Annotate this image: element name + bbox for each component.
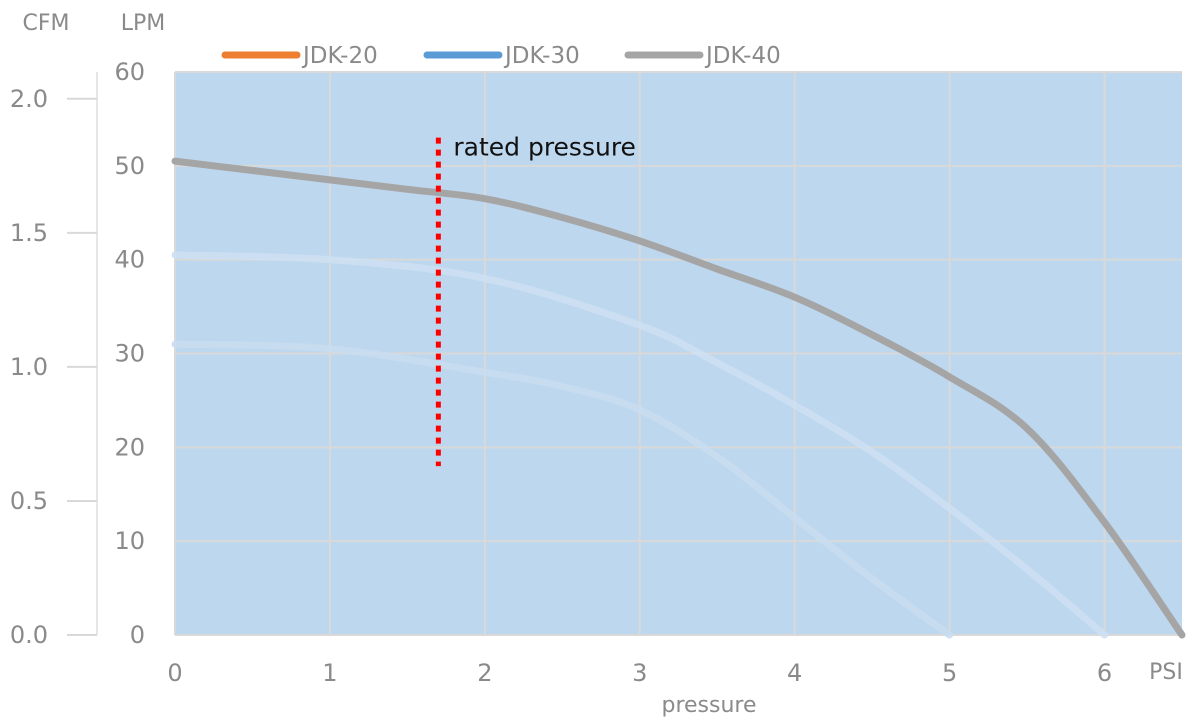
series-line-jdk-20: [171, 340, 954, 639]
cfm-tick-label: 0.5: [10, 487, 48, 515]
lpm-tick-label: 40: [114, 246, 145, 274]
cfm-tick-label: 2.0: [10, 85, 48, 113]
x-axis-title: pressure: [661, 693, 756, 718]
lpm-tick-label: 60: [114, 58, 145, 86]
legend-label-jdk-30: JDK-30: [503, 43, 580, 69]
lpm-tick-label: 0: [130, 621, 145, 649]
x-tick-label: 4: [787, 659, 802, 687]
grid-lines: [174, 71, 1182, 636]
lpm-tick-label: 10: [114, 527, 145, 555]
lpm-tick-label: 50: [114, 152, 145, 180]
lpm-tick-label: 30: [114, 340, 145, 368]
cfm-tick-label: 1.0: [10, 353, 48, 381]
x-axis: 0 1 2 3 4 5 6: [167, 659, 1112, 687]
cfm-axis: 0.0 0.5 1.0 1.5 2.0: [10, 72, 98, 649]
x-tick-label: 0: [167, 659, 182, 687]
cfm-axis-title: CFM: [23, 11, 70, 36]
legend: JDK-20 JDK-30 JDK-40: [221, 43, 781, 69]
series-line-jdk-30: [171, 251, 1109, 639]
lpm-axis-title: LPM: [121, 11, 166, 36]
x-axis-unit: PSI: [1149, 660, 1183, 685]
cfm-tick-label: 0.0: [10, 621, 48, 649]
lpm-tick-label: 20: [114, 433, 145, 461]
cfm-tick-label: 1.5: [10, 219, 48, 247]
lpm-axis: 0 10 20 30 40 50 60: [114, 58, 145, 649]
rated-pressure-label: rated pressure: [453, 133, 636, 162]
x-tick-label: 2: [477, 659, 492, 687]
legend-label-jdk-20: JDK-20: [301, 43, 378, 69]
x-tick-label: 6: [1097, 659, 1112, 687]
series-line-jdk-40: [171, 157, 1186, 639]
x-tick-label: 1: [322, 659, 337, 687]
x-tick-label: 5: [942, 659, 957, 687]
x-tick-label: 3: [632, 659, 647, 687]
series-lines: [171, 157, 1186, 639]
legend-label-jdk-40: JDK-40: [704, 43, 781, 69]
annotations: rated pressure: [435, 133, 636, 467]
